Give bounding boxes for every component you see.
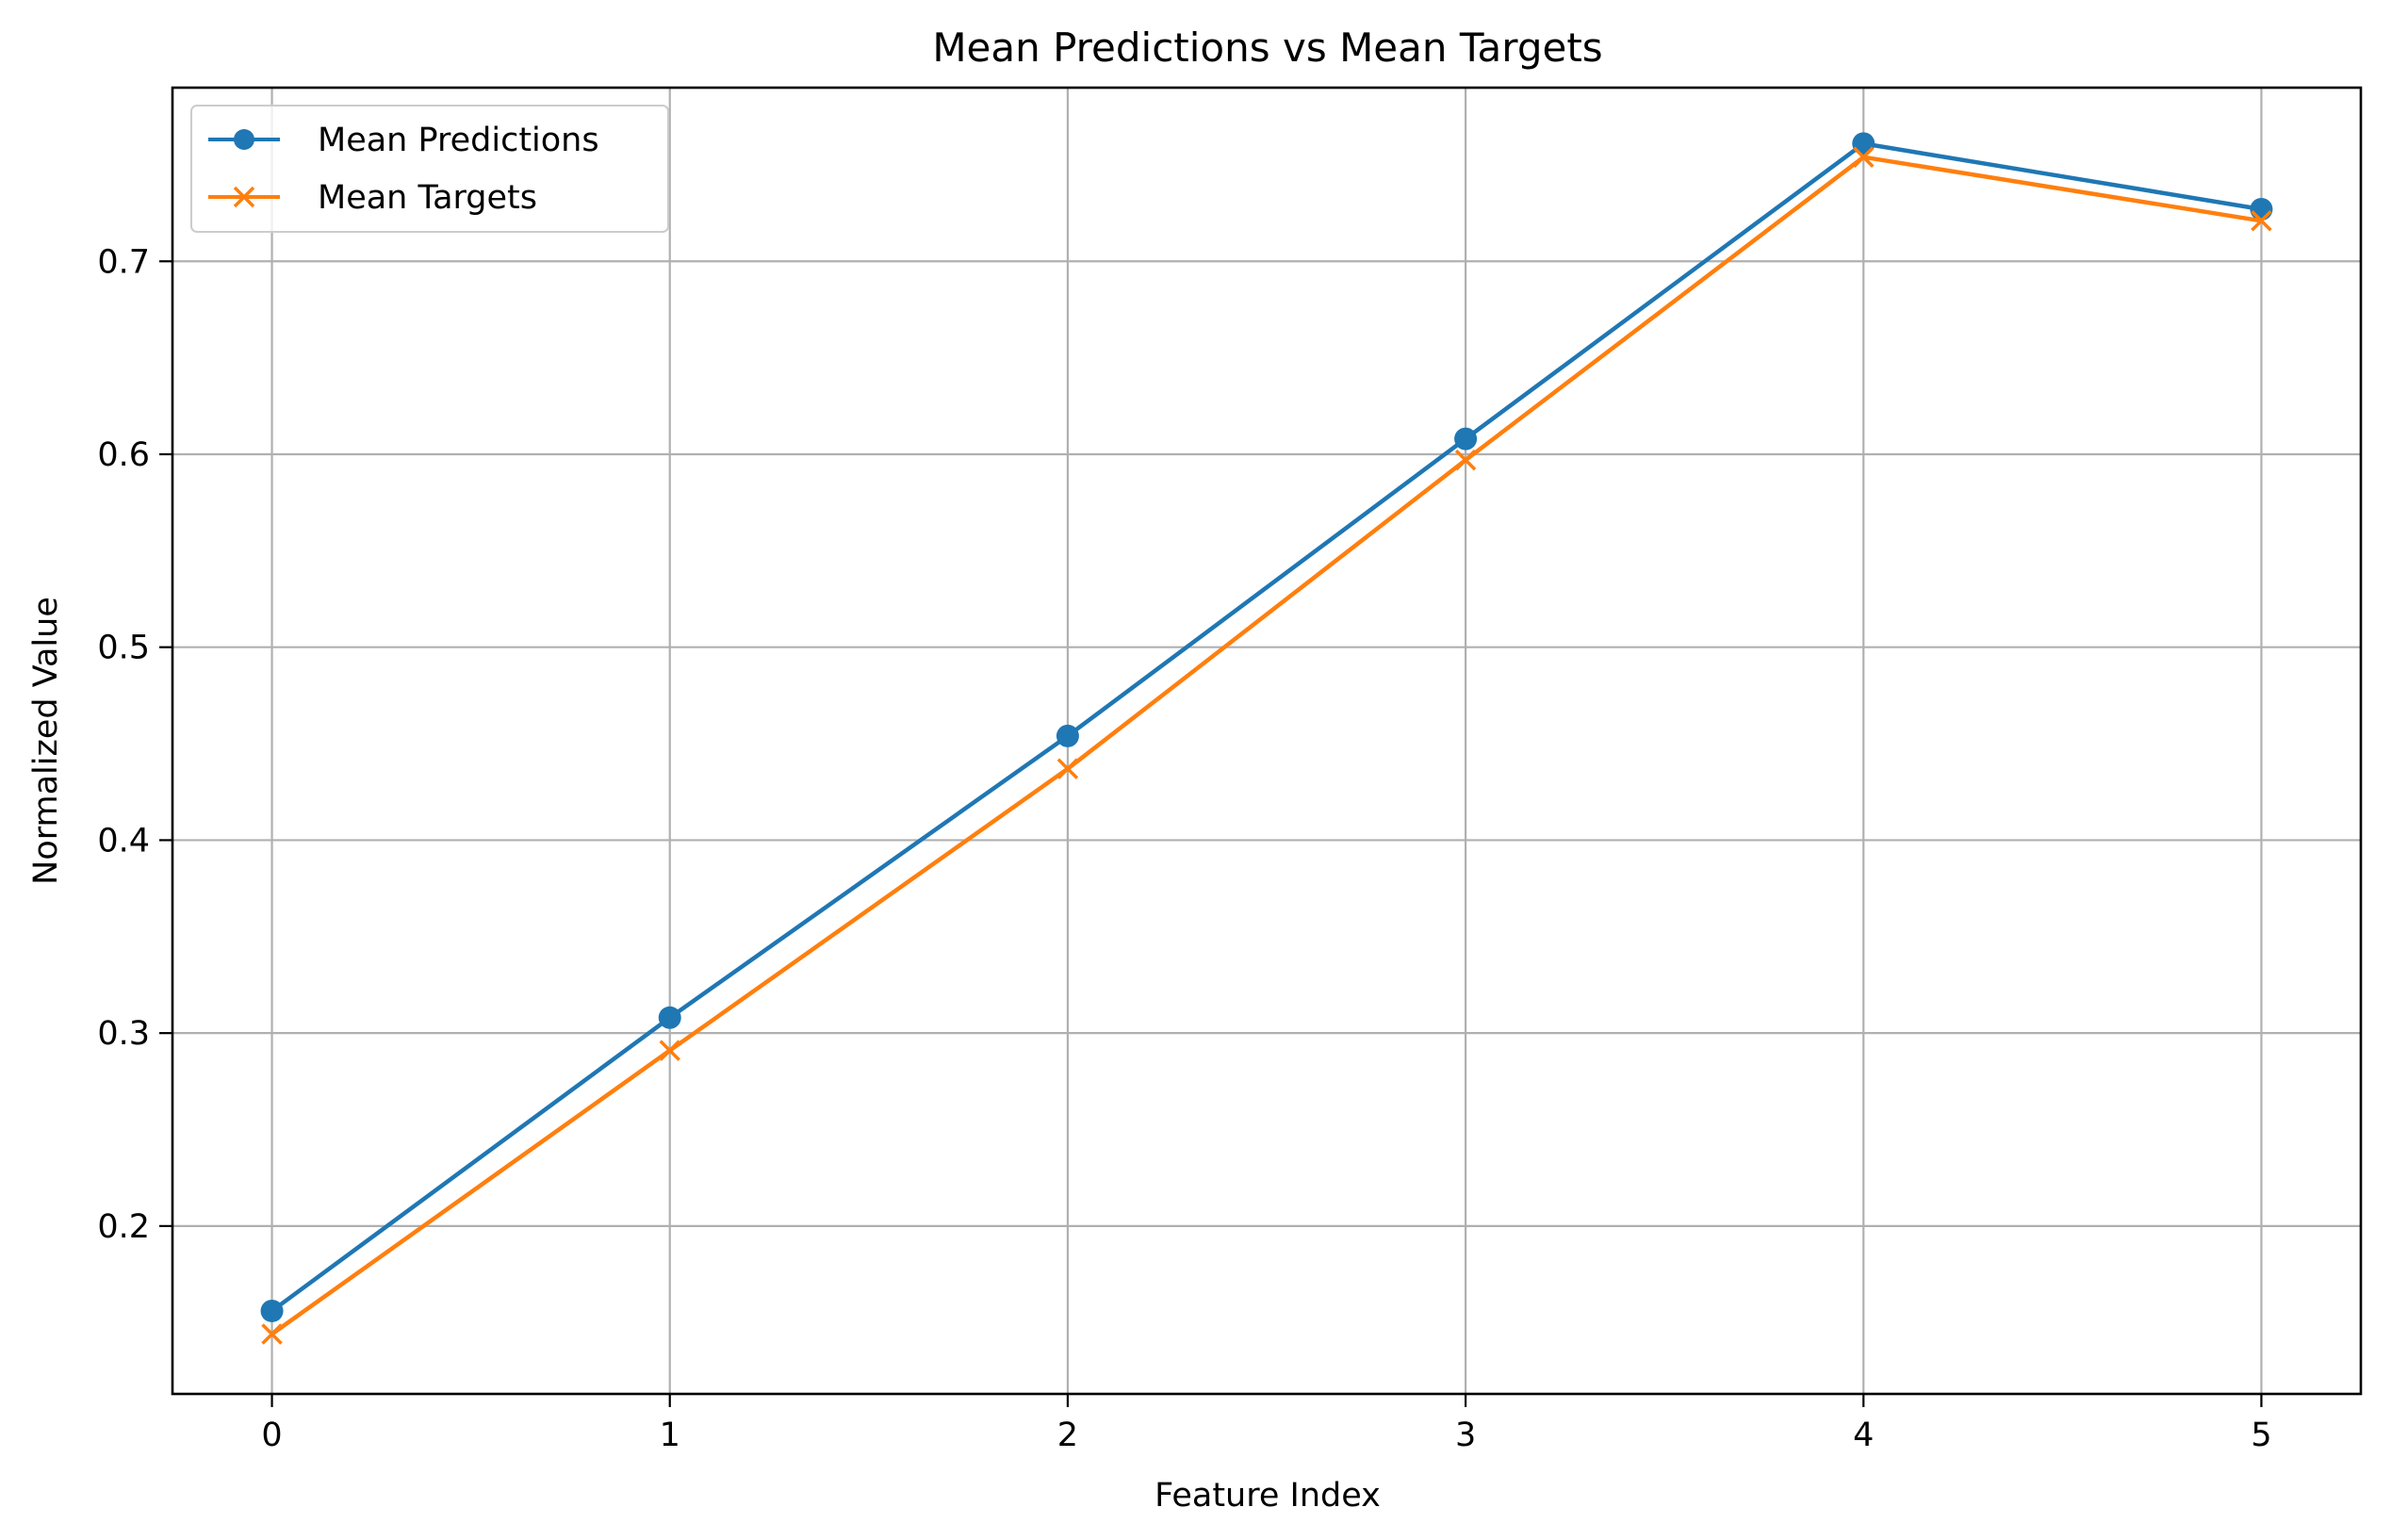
data-point [1853, 146, 1875, 168]
legend-box [190, 105, 669, 233]
legend-label-predictions: Mean Predictions [318, 122, 599, 159]
legend-label-targets: Mean Targets [318, 179, 537, 217]
chart-title: Mean Predictions vs Mean Targets [932, 25, 1602, 71]
y-tick-label: 0.5 [97, 630, 150, 667]
y-tick-label: 0.2 [97, 1208, 150, 1246]
x-axis-label: Feature Index [1155, 1477, 1381, 1515]
data-point [658, 1006, 681, 1029]
x-tick-label: 5 [2251, 1417, 2271, 1454]
x-tick-label: 0 [261, 1417, 282, 1454]
y-tick-label: 0.4 [97, 822, 150, 860]
y-axis: 0.2 0.3 0.4 0.5 0.6 0.7 [97, 243, 172, 1246]
data-point [2251, 210, 2272, 232]
y-tick-label: 0.3 [97, 1015, 150, 1053]
data-point [1056, 758, 1079, 779]
x-tick-label: 1 [660, 1417, 680, 1454]
data-point [1454, 449, 1477, 471]
data-point [1056, 724, 1079, 747]
legend-marker-predictions [234, 129, 254, 150]
data-point [2250, 197, 2273, 221]
data-point [261, 1323, 283, 1345]
series-line [270, 141, 2262, 1313]
legend-marker-targets [233, 186, 255, 208]
plot-frame [171, 86, 2363, 1396]
data-point [1454, 427, 1478, 451]
legend: Mean Predictions Mean Targets [190, 105, 669, 233]
x-tick-label: 4 [1853, 1417, 1874, 1454]
y-tick-label: 0.6 [97, 436, 150, 474]
series-mean-predictions [260, 132, 2273, 1322]
y-axis-label: Normalized Value [27, 597, 65, 885]
series-layer [260, 132, 2273, 1345]
x-tick-label: 3 [1455, 1417, 1476, 1454]
x-tick-label: 2 [1057, 1417, 1078, 1454]
series-mean-targets [261, 146, 2272, 1345]
data-point [659, 1040, 680, 1061]
data-point [260, 1299, 284, 1322]
y-tick-label: 0.7 [97, 243, 150, 281]
series-line [270, 155, 2262, 1336]
x-axis: 0 1 2 3 4 5 [261, 1394, 2272, 1454]
